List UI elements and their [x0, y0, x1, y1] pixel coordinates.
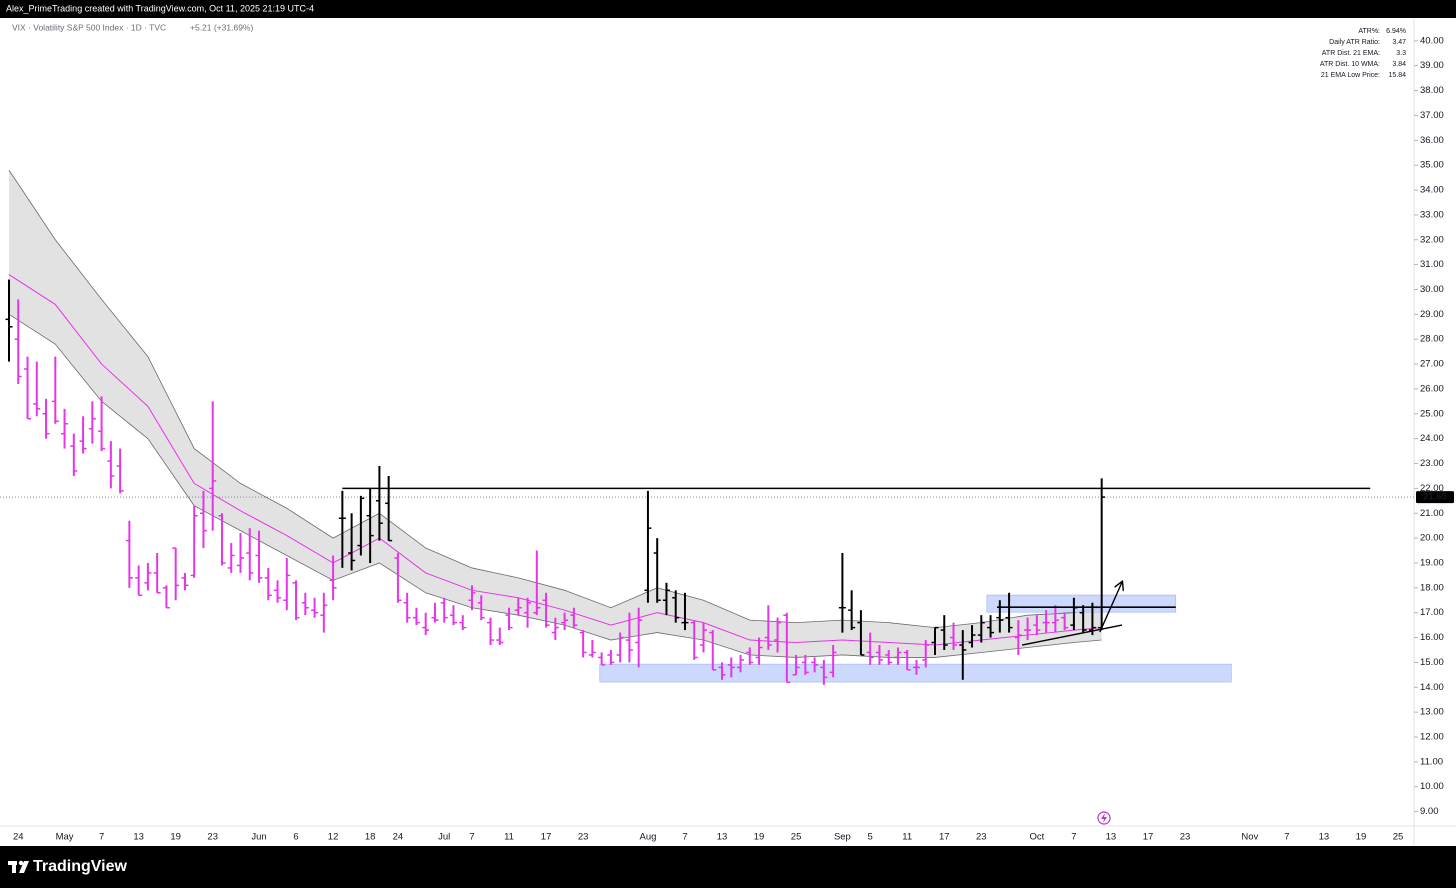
legend-change: +5.21 (+31.69%): [190, 22, 253, 32]
y-tick-label: 19.00: [1420, 557, 1444, 568]
x-tick-label: 11: [902, 832, 912, 843]
y-tick-label: 33.00: [1420, 209, 1444, 220]
band-fill: [9, 170, 1102, 658]
alert-icon: [1097, 811, 1111, 825]
x-tick-label: Oct: [1029, 832, 1044, 843]
x-tick-label: 7: [1284, 832, 1289, 843]
x-tick-label: 23: [578, 832, 589, 843]
y-tick-label: 12.00: [1420, 732, 1444, 743]
x-tick-label: 13: [1106, 832, 1117, 843]
y-tick-label: 26.00: [1420, 383, 1444, 394]
header-text: Alex_PrimeTrading created with TradingVi…: [6, 3, 314, 13]
x-tick-label: 23: [207, 832, 218, 843]
x-tick-label: 19: [754, 832, 765, 843]
x-tick-label: 6: [293, 832, 298, 843]
x-tick-label: 11: [504, 832, 514, 843]
y-tick-label: 35.00: [1420, 160, 1444, 171]
y-tick-label: 30.00: [1420, 284, 1444, 295]
x-tick-label: 19: [1356, 832, 1367, 843]
x-tick-label: Aug: [639, 832, 656, 843]
x-tick-label: 25: [791, 832, 802, 843]
info-value: 3.84: [1392, 61, 1406, 68]
x-tick-label: 13: [133, 832, 144, 843]
y-tick-label: 10.00: [1420, 781, 1444, 792]
y-tick-label: 31.00: [1420, 259, 1444, 270]
y-tick-label: 11.00: [1420, 756, 1443, 767]
info-label: 21 EMA Low Price:: [1321, 72, 1380, 79]
y-tick-label: 36.00: [1420, 135, 1444, 146]
y-tick-label: 25.00: [1420, 408, 1444, 419]
y-tick-label: 21.00: [1420, 508, 1444, 519]
y-tick-label: 34.00: [1420, 185, 1444, 196]
x-tick-label: 7: [1071, 832, 1076, 843]
info-value: 15.84: [1388, 72, 1406, 79]
y-tick-label: 38.00: [1420, 85, 1444, 96]
x-tick-label: Nov: [1241, 832, 1258, 843]
y-tick-label: 17.00: [1420, 607, 1444, 618]
y-tick-label: 40.00: [1420, 35, 1444, 46]
legend-title: VIX · Volatility S&P 500 Index · 1D · TV…: [12, 22, 166, 32]
x-tick-label: 19: [170, 832, 181, 843]
x-tick-label: 25: [1393, 832, 1404, 843]
y-tick-label: 23.00: [1420, 458, 1444, 469]
logo-icon: [8, 860, 29, 873]
footer-logo: TradingView: [33, 858, 128, 875]
plot-background: [0, 18, 1456, 846]
x-tick-label: Jul: [438, 832, 450, 843]
info-label: Daily ATR Ratio:: [1329, 39, 1380, 46]
info-value: 3.3: [1396, 50, 1406, 57]
x-tick-label: 13: [1319, 832, 1330, 843]
y-tick-label: 13.00: [1420, 707, 1444, 718]
info-value: 6.94%: [1386, 28, 1406, 35]
y-tick-label: 20.00: [1420, 533, 1444, 544]
y-tick-label: 18.00: [1420, 582, 1444, 593]
x-tick-label: 5: [868, 832, 873, 843]
y-tick-label: 15.00: [1420, 657, 1444, 668]
info-label: ATR%:: [1358, 28, 1380, 35]
x-tick-label: 24: [13, 832, 24, 843]
last-price-label: 21.65: [1423, 492, 1447, 503]
info-label: ATR Dist. 10 WMA:: [1320, 61, 1380, 68]
footer-bar: [0, 846, 1456, 888]
y-tick-label: 16.00: [1420, 632, 1444, 643]
x-tick-label: 24: [393, 832, 404, 843]
y-tick-label: 9.00: [1420, 806, 1439, 817]
zone: [986, 594, 1177, 613]
y-tick-label: 29.00: [1420, 309, 1444, 320]
x-tick-label: 17: [939, 832, 950, 843]
x-tick-label: 12: [328, 832, 339, 843]
y-tick-label: 27.00: [1420, 359, 1444, 370]
x-tick-label: 23: [976, 832, 987, 843]
y-tick-label: 37.00: [1420, 110, 1444, 121]
x-tick-label: Sep: [834, 832, 851, 843]
last-price-box: [1416, 491, 1454, 504]
x-tick-label: Jun: [251, 832, 266, 843]
trendline: [1099, 582, 1122, 633]
info-value: 3.47: [1392, 39, 1406, 46]
y-tick-label: 32.00: [1420, 234, 1444, 245]
x-tick-label: 7: [99, 832, 104, 843]
x-tick-label: 7: [682, 832, 687, 843]
y-tick-label: 39.00: [1420, 60, 1444, 71]
trendline: [1021, 624, 1123, 646]
x-tick-label: 17: [1143, 832, 1154, 843]
x-tick-label: 23: [1180, 832, 1191, 843]
x-tick-label: 18: [365, 832, 376, 843]
y-tick-label: 14.00: [1420, 682, 1444, 693]
y-tick-label: 22.00: [1420, 483, 1444, 494]
y-tick-label: 24.00: [1420, 433, 1444, 444]
x-tick-label: May: [56, 832, 74, 843]
x-tick-label: 17: [541, 832, 552, 843]
info-label: ATR Dist. 21 EMA:: [1322, 50, 1380, 57]
x-tick-label: 7: [469, 832, 474, 843]
x-tick-label: 13: [717, 832, 728, 843]
y-tick-label: 28.00: [1420, 334, 1444, 345]
header-bar: [0, 0, 1456, 18]
